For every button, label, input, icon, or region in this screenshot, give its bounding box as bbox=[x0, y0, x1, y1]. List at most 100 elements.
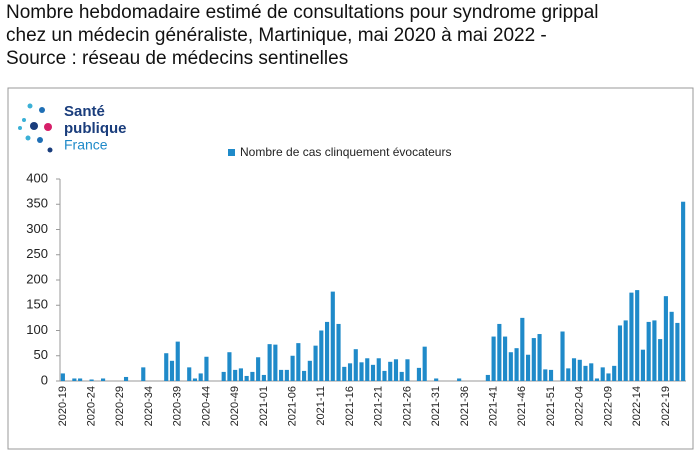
logo-text: Santé bbox=[64, 103, 105, 120]
bar bbox=[617, 325, 623, 381]
bar bbox=[600, 367, 605, 381]
bar bbox=[497, 323, 502, 381]
bar bbox=[491, 336, 496, 381]
bar bbox=[192, 378, 198, 381]
bar bbox=[256, 357, 261, 381]
legend-swatch bbox=[228, 149, 235, 156]
bar bbox=[485, 374, 490, 381]
bar bbox=[663, 296, 668, 381]
x-tick-label: 2021-16 bbox=[344, 386, 356, 426]
bar bbox=[577, 359, 582, 381]
x-tick-label: 2021-36 bbox=[459, 386, 471, 426]
bar bbox=[324, 321, 330, 381]
x-tick-label: 2020-19 bbox=[57, 386, 69, 426]
bar bbox=[336, 323, 341, 381]
bar bbox=[244, 375, 249, 381]
x-tick-label: 2022-04 bbox=[574, 386, 586, 426]
bar bbox=[640, 349, 645, 381]
bar bbox=[227, 352, 232, 381]
title-line: Source : réseau de médecins sentinelles bbox=[6, 48, 348, 69]
y-tick-label: 100 bbox=[26, 322, 48, 337]
bar bbox=[261, 374, 266, 381]
bar bbox=[681, 201, 686, 381]
logo-text: publique bbox=[64, 120, 127, 137]
bar bbox=[307, 360, 312, 381]
bar bbox=[296, 343, 301, 381]
bar bbox=[273, 344, 278, 381]
bar bbox=[525, 354, 531, 381]
bar bbox=[313, 345, 318, 381]
bar bbox=[290, 355, 295, 381]
x-tick-label: 2021-46 bbox=[516, 386, 528, 426]
x-tick-label: 2022-19 bbox=[660, 386, 672, 426]
logo-text: France bbox=[64, 137, 108, 153]
y-tick-label: 0 bbox=[41, 372, 48, 387]
bar bbox=[434, 378, 439, 381]
x-tick-label: 2021-26 bbox=[401, 386, 413, 426]
bar bbox=[187, 367, 192, 381]
bar bbox=[658, 339, 663, 381]
bar bbox=[612, 365, 617, 381]
x-tick-label: 2020-29 bbox=[114, 386, 126, 426]
x-tick-label: 2020-24 bbox=[85, 386, 97, 426]
bar bbox=[589, 363, 594, 381]
y-tick-label: 250 bbox=[26, 246, 48, 261]
bar bbox=[514, 348, 519, 381]
bar bbox=[571, 358, 577, 381]
y-tick-label: 200 bbox=[26, 271, 48, 286]
bar bbox=[594, 378, 600, 381]
bar bbox=[583, 365, 588, 381]
bar bbox=[537, 334, 542, 381]
bar bbox=[646, 321, 651, 381]
bar bbox=[399, 371, 404, 381]
bar bbox=[365, 358, 370, 381]
bar bbox=[267, 344, 272, 381]
bar bbox=[359, 362, 364, 381]
bar bbox=[623, 320, 628, 381]
bar bbox=[629, 292, 634, 381]
x-tick-label: 2022-14 bbox=[631, 386, 643, 426]
x-tick-label: 2020-39 bbox=[172, 386, 184, 426]
bar bbox=[78, 378, 83, 381]
bar bbox=[221, 371, 226, 381]
x-tick-label: 2021-51 bbox=[545, 386, 557, 426]
bar bbox=[175, 341, 180, 381]
bar bbox=[347, 363, 353, 381]
bar bbox=[370, 364, 376, 381]
x-tick-label: 2021-41 bbox=[488, 386, 500, 426]
bar bbox=[508, 352, 513, 381]
bar bbox=[198, 373, 203, 381]
x-tick-label: 2022-09 bbox=[602, 386, 614, 426]
bar bbox=[60, 373, 65, 381]
x-tick-label: 2021-01 bbox=[258, 386, 270, 426]
bar bbox=[204, 356, 209, 381]
bar bbox=[416, 367, 422, 381]
y-tick-label: 50 bbox=[34, 347, 48, 362]
bar bbox=[566, 368, 571, 381]
bar bbox=[548, 369, 554, 381]
bar bbox=[531, 338, 536, 381]
y-tick-label: 350 bbox=[26, 196, 48, 211]
bar bbox=[169, 360, 175, 381]
bar bbox=[606, 373, 611, 381]
bar bbox=[457, 378, 462, 381]
bar bbox=[376, 358, 381, 381]
bar bbox=[123, 376, 129, 381]
chart-frame bbox=[7, 87, 694, 450]
bar bbox=[635, 290, 640, 381]
bar bbox=[238, 368, 243, 381]
bar bbox=[652, 320, 657, 381]
y-tick-label: 400 bbox=[26, 170, 48, 185]
bar bbox=[675, 322, 680, 381]
bar bbox=[405, 359, 410, 381]
title-line: Nombre hebdomadaire estimé de consultati… bbox=[6, 2, 599, 23]
x-tick-label: 2021-11 bbox=[315, 386, 327, 426]
y-tick-label: 300 bbox=[26, 221, 48, 236]
bar bbox=[543, 369, 548, 381]
bar bbox=[560, 331, 565, 381]
bar bbox=[422, 346, 427, 381]
bar bbox=[319, 330, 324, 381]
bar bbox=[89, 379, 94, 381]
